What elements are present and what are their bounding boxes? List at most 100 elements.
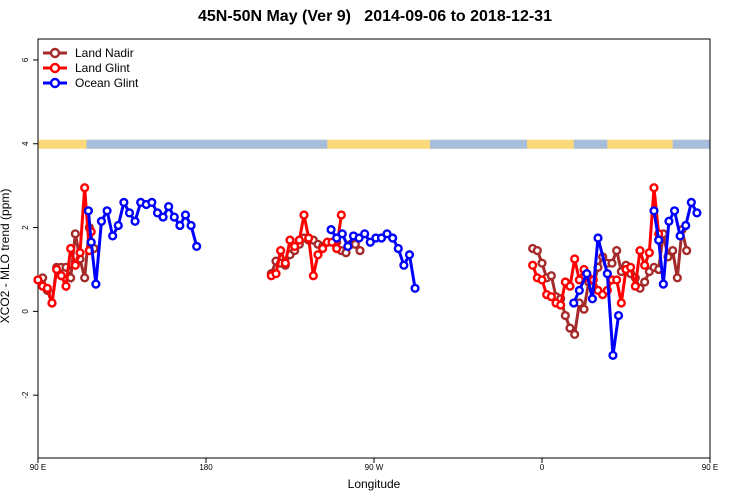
data-point-land-glint <box>52 264 62 275</box>
chart-title: 45N-50N May (Ver 9) 2014-09-06 to 2018-1… <box>198 8 552 25</box>
legend-swatch-point <box>49 77 61 89</box>
data-point-ocean-glint <box>410 283 420 293</box>
data-point-land-glint <box>299 210 309 220</box>
data-point-land-glint <box>313 250 323 260</box>
data-point-ocean-glint <box>602 269 612 279</box>
data-point-ocean-glint <box>664 216 674 226</box>
data-point-land-glint <box>33 275 43 285</box>
data-point-ocean-glint <box>593 233 603 243</box>
data-point-land-glint <box>80 183 90 193</box>
data-point-ocean-glint <box>326 225 336 235</box>
legend-label: Land Nadir <box>75 46 134 60</box>
data-point-land-glint <box>630 281 640 291</box>
data-point-ocean-glint <box>164 202 174 212</box>
data-point-ocean-glint <box>681 220 691 231</box>
data-point-land-glint <box>570 254 580 264</box>
data-point-land-nadir <box>682 245 692 256</box>
x-tick-label: 90 W <box>365 463 384 472</box>
data-point-land-nadir <box>80 273 90 283</box>
data-point-ocean-glint <box>152 208 163 218</box>
data-point-land-glint <box>649 183 659 193</box>
data-point-ocean-glint <box>169 212 179 222</box>
legend-swatch-point <box>49 47 61 59</box>
x-tick-label: 90 E <box>702 463 718 472</box>
data-point-ocean-glint <box>608 350 618 360</box>
legend-label: Ocean Glint <box>75 76 139 90</box>
y-tick-label: 2 <box>21 225 30 230</box>
data-point-ocean-glint <box>569 298 579 308</box>
data-point-land-glint <box>616 298 626 308</box>
data-point-land-glint <box>537 275 547 285</box>
data-point-land-nadir <box>570 329 580 339</box>
data-point-land-glint <box>75 248 85 258</box>
data-point-land-glint <box>556 300 566 310</box>
data-point-land-glint <box>294 235 304 245</box>
data-point-land-glint <box>626 262 636 272</box>
data-point-ocean-glint <box>613 310 624 321</box>
data-point-ocean-glint <box>360 229 370 239</box>
mask-band-ocean <box>86 139 328 149</box>
data-point-land-nadir <box>355 245 365 256</box>
data-point-ocean-glint <box>587 294 598 304</box>
data-point-land-glint <box>276 245 286 256</box>
y-tick-label: -2 <box>21 391 30 399</box>
data-point-land-nadir <box>532 245 542 256</box>
data-point-ocean-glint <box>337 229 347 239</box>
data-point-ocean-glint <box>404 250 415 260</box>
data-point-ocean-glint <box>186 220 196 231</box>
data-point-ocean-glint <box>669 206 680 216</box>
data-point-land-nadir <box>546 271 556 281</box>
data-point-ocean-glint <box>332 233 342 243</box>
data-series <box>33 183 702 360</box>
legend-swatch-point <box>49 62 61 74</box>
data-point-ocean-glint <box>388 233 398 243</box>
data-point-land-glint <box>56 271 66 281</box>
x-tick-label: 0 <box>540 463 545 472</box>
data-point-land-glint <box>42 283 52 293</box>
data-point-ocean-glint <box>354 233 364 243</box>
data-point-ocean-glint <box>675 231 685 241</box>
data-point-ocean-glint <box>83 206 94 216</box>
data-point-ocean-glint <box>96 216 107 226</box>
data-point-land-glint <box>640 260 650 270</box>
data-point-ocean-glint <box>686 197 696 208</box>
mask-band-ocean <box>672 139 710 149</box>
data-point-land-glint <box>528 260 538 270</box>
data-point-land-glint <box>644 248 654 258</box>
data-point-land-glint <box>336 210 346 220</box>
series-land-glint <box>33 183 664 310</box>
data-point-land-glint <box>546 292 556 302</box>
data-point-ocean-glint <box>91 279 101 289</box>
data-point-ocean-glint <box>654 235 664 245</box>
data-point-land-glint <box>290 241 300 252</box>
data-point-land-glint <box>332 243 342 254</box>
data-point-land-glint <box>66 243 76 254</box>
data-point-ocean-glint <box>130 216 140 226</box>
data-point-land-nadir <box>668 245 678 256</box>
data-point-ocean-glint <box>113 220 123 231</box>
y-tick-label: 0 <box>21 309 30 314</box>
data-point-land-nadir <box>579 304 589 314</box>
data-point-ocean-glint <box>343 241 353 252</box>
data-point-ocean-glint <box>102 206 112 216</box>
data-point-ocean-glint <box>180 210 191 220</box>
data-point-land-glint <box>285 235 295 245</box>
data-point-land-nadir <box>70 229 80 239</box>
data-point-land-nadir <box>565 323 575 333</box>
data-point-land-nadir <box>560 310 570 321</box>
data-point-ocean-glint <box>119 197 129 208</box>
mask-band-ocean <box>430 139 528 149</box>
data-point-land-glint <box>612 275 622 285</box>
data-point-ocean-glint <box>175 220 185 231</box>
data-point-land-nadir <box>537 258 547 268</box>
data-point-land-glint <box>565 281 575 291</box>
data-point-land-glint <box>304 233 314 243</box>
data-point-land-glint <box>318 243 328 254</box>
data-point-ocean-glint <box>108 231 118 241</box>
data-point-ocean-glint <box>86 237 96 247</box>
data-point-land-glint <box>308 271 318 281</box>
data-point-ocean-glint <box>649 206 659 216</box>
y-tick-label: 4 <box>21 141 30 146</box>
